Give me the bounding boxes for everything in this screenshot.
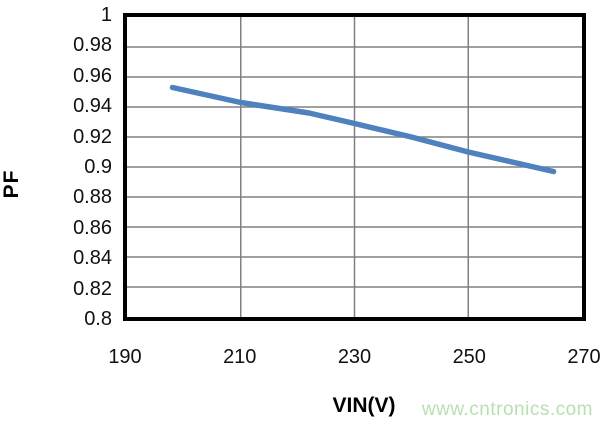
x-tick-label: 250 — [452, 346, 486, 368]
y-tick-label: 0.86 — [73, 216, 112, 239]
x-tick-label: 210 — [223, 346, 257, 368]
y-tick-label: 0.92 — [73, 125, 112, 148]
x-tick-label: 190 — [108, 346, 142, 368]
y-tick-label: 0.84 — [73, 247, 112, 270]
x-tick-label: 270 — [567, 346, 601, 368]
plot-area — [123, 13, 586, 321]
y-tick-label: 0.82 — [73, 277, 112, 300]
y-tick-label: 0.96 — [73, 64, 112, 87]
x-axis-title: VIN(V) — [332, 394, 396, 417]
y-tick-label: 0.98 — [73, 34, 112, 57]
y-tick-label: 0.9 — [84, 156, 112, 178]
watermark: www.cntronics.com — [421, 399, 593, 420]
x-tick-label: 230 — [337, 346, 372, 368]
y-tick-label: 0.94 — [73, 95, 112, 118]
y-tick-label: 1 — [100, 4, 112, 26]
data-line — [169, 84, 557, 175]
line-chart-svg — [127, 17, 582, 317]
y-tick-label: 0.88 — [73, 186, 112, 209]
y-tick-label: 0.8 — [84, 308, 112, 330]
